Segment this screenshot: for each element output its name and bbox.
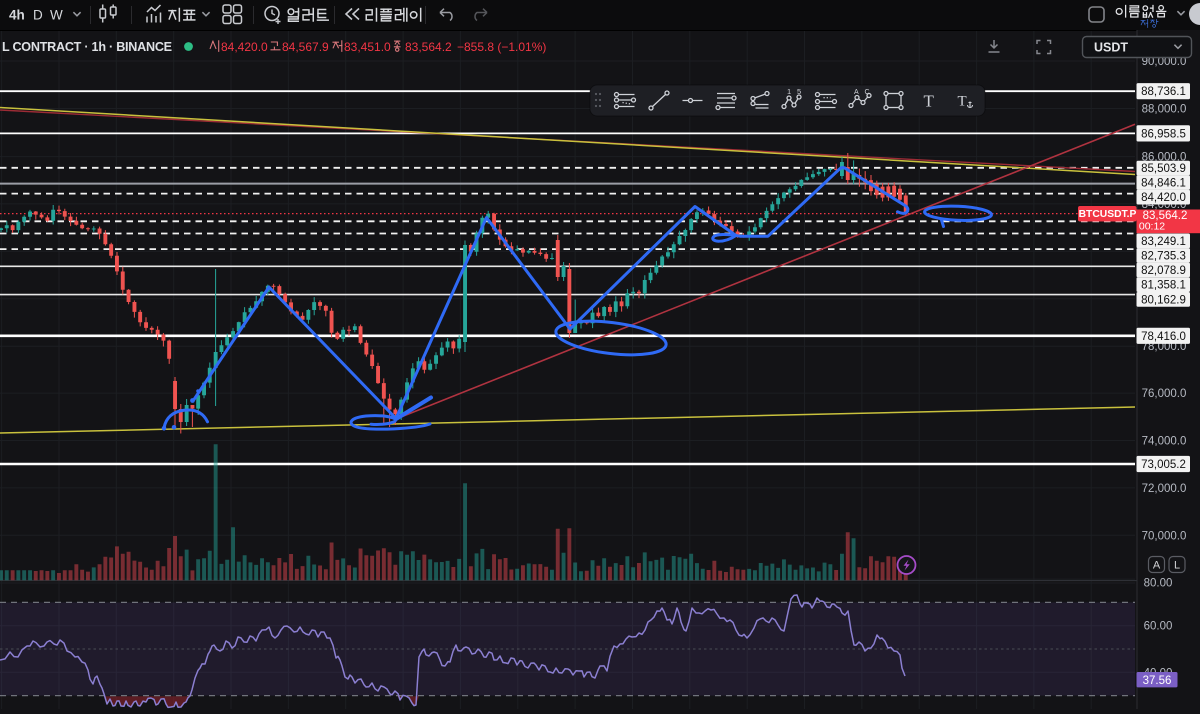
svg-text:84,567.9: 84,567.9 [282, 40, 329, 54]
svg-text:80,162.9: 80,162.9 [1141, 294, 1186, 306]
svg-text:72,000.0: 72,000.0 [1142, 483, 1187, 495]
svg-text:88,736.1: 88,736.1 [1141, 86, 1186, 98]
svg-text:1: 1 [787, 87, 791, 96]
svg-text:78,416.0: 78,416.0 [1141, 331, 1186, 343]
svg-text:84,420.0: 84,420.0 [1141, 192, 1186, 204]
svg-text:00:12: 00:12 [1139, 221, 1165, 233]
svg-text:USDT: USDT [1094, 41, 1128, 55]
svg-text:37.56: 37.56 [1143, 675, 1172, 687]
svg-text:L: L [1174, 560, 1180, 572]
svg-text:76,000.0: 76,000.0 [1142, 388, 1187, 400]
svg-text:88,000.0: 88,000.0 [1142, 104, 1187, 116]
svg-text:60.00: 60.00 [1144, 621, 1173, 633]
svg-text:83,249.1: 83,249.1 [1141, 236, 1186, 248]
svg-text:82,078.9: 82,078.9 [1141, 265, 1186, 277]
svg-text:83,564.2: 83,564.2 [405, 40, 452, 54]
svg-text:L CONTRACT · 1h · BINANCE: L CONTRACT · 1h · BINANCE [2, 40, 172, 54]
svg-text:80.00: 80.00 [1144, 577, 1173, 589]
svg-text:D: D [33, 8, 43, 23]
svg-text:A: A [854, 89, 859, 96]
svg-text:86,958.5: 86,958.5 [1141, 128, 1186, 140]
svg-text:C: C [865, 89, 870, 96]
svg-text:−855.8 (−1.01%): −855.8 (−1.01%) [457, 40, 546, 54]
svg-text:BTCUSDT.P: BTCUSDT.P [1079, 209, 1137, 220]
svg-text:83,451.0: 83,451.0 [344, 40, 391, 54]
svg-text:A: A [1153, 560, 1161, 572]
svg-text:84,846.1: 84,846.1 [1141, 178, 1186, 190]
svg-text:70,000.0: 70,000.0 [1142, 530, 1187, 542]
svg-text:T: T [958, 94, 967, 110]
svg-text:84,420.0: 84,420.0 [221, 40, 268, 54]
svg-text:4h: 4h [9, 8, 25, 23]
svg-text:73,005.2: 73,005.2 [1141, 459, 1186, 471]
svg-text:5: 5 [797, 87, 801, 96]
svg-text:74,000.0: 74,000.0 [1142, 436, 1187, 448]
svg-text:82,735.3: 82,735.3 [1141, 250, 1186, 262]
svg-text:T: T [924, 92, 935, 111]
svg-text:81,358.1: 81,358.1 [1141, 280, 1186, 292]
svg-text:W: W [50, 8, 63, 23]
svg-text:85,503.9: 85,503.9 [1141, 163, 1186, 175]
